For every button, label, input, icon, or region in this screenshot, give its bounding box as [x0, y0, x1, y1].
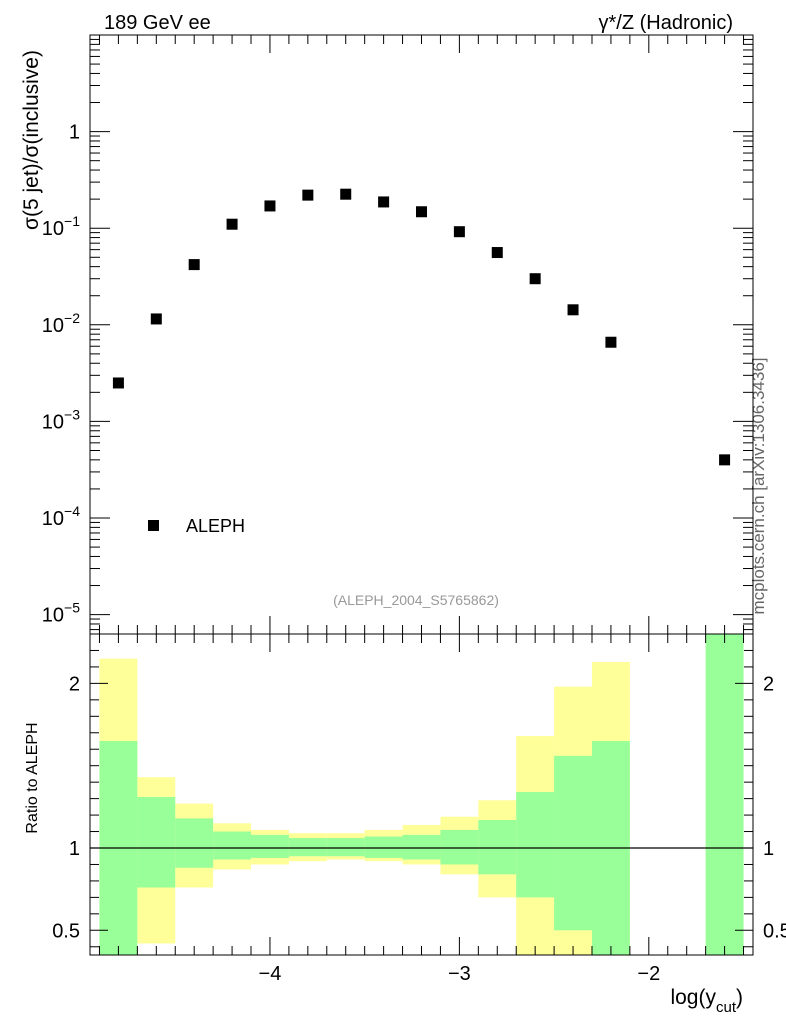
main-y-tick-label: 10−2: [42, 310, 80, 337]
main-y-axis-label: σ(5 jet)/σ(inclusive): [20, 50, 43, 230]
stat-uncertainty-band: [137, 796, 176, 888]
tick-label-base: 10: [42, 411, 64, 433]
legend-label-aleph: ALEPH: [186, 516, 245, 536]
stat-uncertainty-band: [288, 838, 327, 857]
stat-uncertainty-band: [364, 836, 403, 858]
data-point: [567, 304, 579, 316]
stat-uncertainty-band: [705, 634, 744, 955]
x-axis-label-close: ): [736, 986, 743, 1009]
main-y-tick-label: 1: [69, 122, 80, 144]
tick-label-base: 10: [42, 605, 64, 627]
ratio-y-tick-label-left: 1: [69, 838, 80, 860]
ratio-plot-area: 0.5 0.5 1 1 2 2 −4 −3 −2 Ratio to ALEPH: [24, 633, 786, 985]
data-point: [226, 218, 238, 230]
stat-uncertainty-band: [478, 820, 517, 875]
main-y-tick-label: 10−4: [42, 503, 80, 530]
ratio-y-tick-label-right: 1: [763, 838, 774, 860]
data-point: [453, 226, 465, 238]
stat-uncertainty-band: [516, 792, 555, 898]
tick-label-base: 1: [69, 122, 80, 144]
x-tick-label: −4: [259, 963, 282, 985]
energy-label: 189 GeV ee: [104, 12, 211, 34]
stat-uncertainty-band: [251, 834, 289, 858]
ratio-bands: [99, 634, 744, 955]
main-frame: [89, 34, 754, 635]
stat-uncertainty-band: [554, 755, 592, 931]
stat-uncertainty-band: [402, 834, 441, 860]
tick-label-base: 10: [42, 218, 64, 240]
tick-label-base: 10: [42, 508, 64, 530]
process-label: γ*/Z (Hadronic): [599, 12, 733, 34]
legend: ALEPH: [148, 516, 245, 536]
ratio-y-tick-label-right: 0.5: [763, 920, 786, 942]
tick-label-exponent: −2: [64, 310, 80, 326]
data-point: [416, 206, 427, 218]
data-point: [491, 247, 503, 259]
tick-label-exponent: −3: [64, 406, 80, 422]
ratio-axis-ticks: 0.5 0.5 1 1 2 2 −4 −3 −2: [52, 633, 786, 985]
data-point: [340, 188, 352, 200]
tick-label-exponent: −1: [64, 213, 80, 229]
data-point: [529, 273, 541, 285]
data-point: [112, 377, 124, 389]
data-markers: [112, 188, 731, 466]
main-y-tick-label: 10−3: [42, 406, 80, 433]
ratio-frame: [89, 633, 754, 956]
main-y-tick-label: 10−1: [42, 213, 80, 240]
tick-label-base: 10: [42, 315, 64, 337]
stat-uncertainty-band: [440, 829, 479, 865]
x-tick-label: −3: [448, 963, 471, 985]
ratio-y-tick-label-left: 0.5: [52, 920, 80, 942]
tick-label-exponent: −5: [64, 600, 80, 616]
x-axis-label-main: log(y: [670, 986, 716, 1009]
data-point: [719, 454, 731, 466]
stat-uncertainty-band: [326, 838, 365, 857]
x-axis-label: log(ycut): [670, 986, 743, 1016]
side-label: mcplots.cern.ch [arXiv:1306.3436]: [749, 357, 768, 614]
data-point: [378, 196, 390, 208]
data-point: [188, 259, 200, 271]
ratio-y-tick-label-left: 2: [69, 673, 80, 695]
stat-uncertainty-band: [213, 831, 252, 860]
main-axis-ticks: 110−110−210−310−410−5: [42, 34, 753, 634]
ratio-y-tick-label-right: 2: [763, 673, 774, 695]
ratio-y-axis-label: Ratio to ALEPH: [24, 722, 41, 833]
stat-uncertainty-band: [175, 818, 214, 868]
main-plot-area: 110−110−210−310−410−5 σ(5 jet)/σ(inclusi…: [20, 34, 754, 635]
data-point: [150, 313, 162, 325]
x-axis-label-subscript: cut: [716, 999, 737, 1016]
data-point: [264, 200, 276, 212]
data-point: [605, 336, 617, 348]
main-y-tick-label: 10−5: [42, 600, 80, 627]
data-point: [302, 189, 314, 201]
legend-marker: [148, 520, 159, 531]
tick-label-exponent: −4: [64, 503, 80, 519]
analysis-id-annotation: (ALEPH_2004_S5765862): [333, 592, 499, 608]
x-tick-label: −2: [637, 963, 660, 985]
